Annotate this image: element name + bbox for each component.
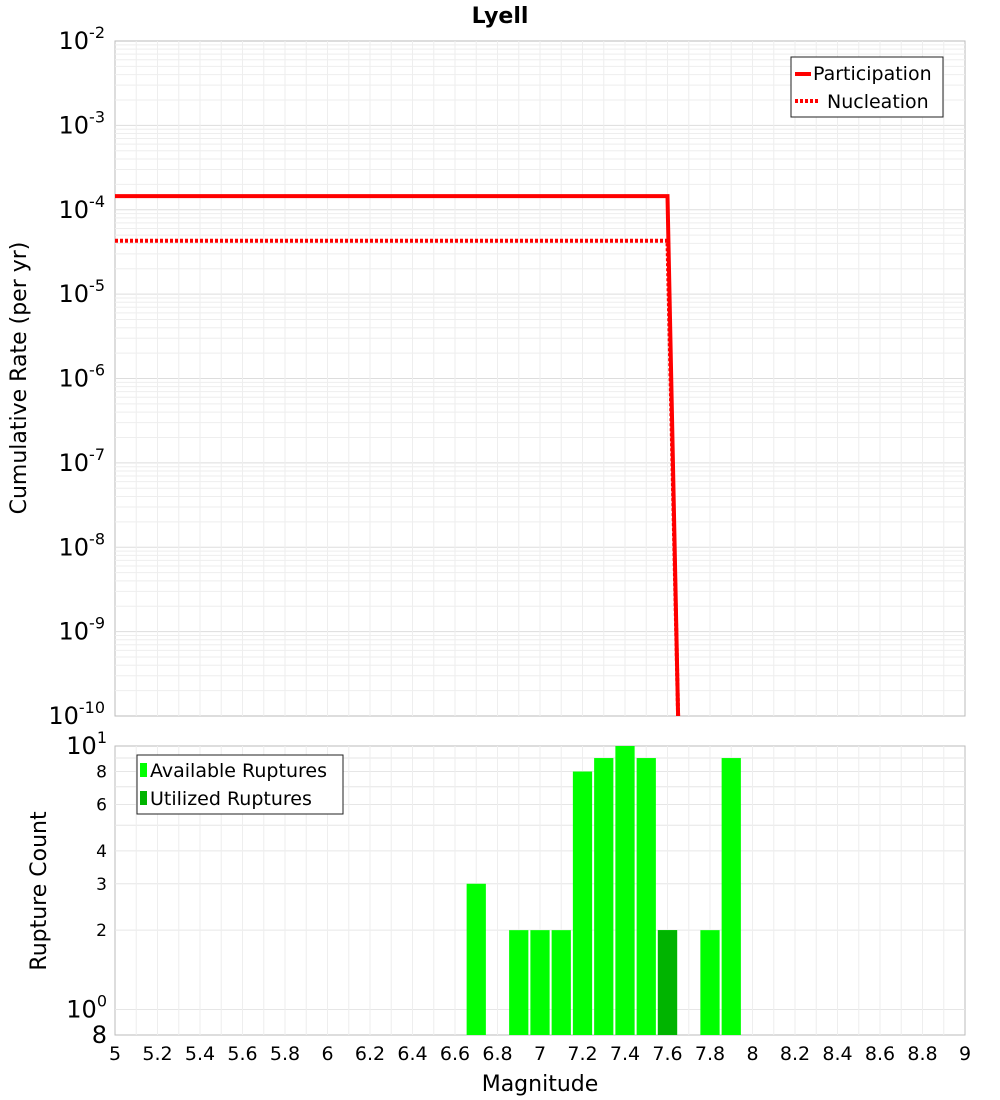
rate-y-tick-label: 10-7 bbox=[59, 445, 106, 477]
count-legend: Available Ruptures Utilized Ruptures bbox=[136, 754, 344, 815]
x-tick-label: 8.6 bbox=[865, 1043, 895, 1065]
available-rupture-bar bbox=[466, 883, 486, 1035]
rate-y-tick-label: 10-4 bbox=[59, 192, 106, 224]
participation-line bbox=[115, 194, 681, 716]
rate-y-tick-label: 10-9 bbox=[59, 614, 106, 646]
rate-y-axis-label: Cumulative Rate (per yr) bbox=[7, 242, 32, 515]
available-rupture-bar bbox=[615, 746, 635, 1035]
x-tick-label: 7.8 bbox=[695, 1043, 725, 1065]
x-tick-label: 8.4 bbox=[822, 1043, 852, 1065]
count-y-tick-label: 8 bbox=[96, 763, 107, 783]
available-legend-label: Available Ruptures bbox=[150, 760, 327, 782]
available-rupture-bar bbox=[572, 771, 593, 1035]
count-bars bbox=[466, 746, 741, 1035]
rate-y-ticks: 10-10 10-9 10-8 10-7 10-6 10-5 10-4 10-3 10-2 bbox=[48, 23, 105, 730]
x-tick-label: 8 bbox=[746, 1043, 758, 1065]
magnitude-x-ticks: 5 5.2 5.4 5.6 5.8 6 6.2 6.4 6.6 6.8 7 7.2 7.4 7.6 7.8 8… bbox=[109, 1043, 971, 1065]
rate-legend-box bbox=[790, 56, 944, 118]
nucleation-legend-label: Nucleation bbox=[827, 91, 929, 113]
rate-plot-grid bbox=[115, 41, 965, 716]
rate-series bbox=[115, 194, 681, 716]
x-tick-label: 7.2 bbox=[567, 1043, 597, 1065]
count-legend-box bbox=[136, 754, 344, 815]
x-tick-label: 6.2 bbox=[355, 1043, 385, 1065]
available-rupture-bar bbox=[509, 930, 529, 1035]
rate-y-tick-label: 10-3 bbox=[59, 107, 106, 139]
utilized-legend-label: Utilized Ruptures bbox=[150, 788, 312, 810]
count-y-tick-label: 3 bbox=[96, 875, 107, 895]
count-y-tick-label: 4 bbox=[96, 842, 107, 862]
utilized-rupture-bar bbox=[657, 930, 678, 1035]
x-axis-label: Magnitude bbox=[482, 1072, 599, 1097]
rate-y-tick-label: 10-5 bbox=[59, 276, 106, 308]
rate-y-tick-label: 10-8 bbox=[59, 529, 106, 561]
x-tick-label: 5.4 bbox=[185, 1043, 215, 1065]
x-tick-label: 7.4 bbox=[610, 1043, 640, 1065]
nucleation-line bbox=[115, 238, 681, 716]
x-tick-label: 5.8 bbox=[270, 1043, 300, 1065]
x-tick-label: 6.6 bbox=[440, 1043, 470, 1065]
available-rupture-bar bbox=[636, 758, 656, 1035]
x-tick-label: 5 bbox=[109, 1043, 121, 1065]
available-rupture-bar bbox=[551, 930, 571, 1035]
utilized-legend-swatch bbox=[140, 791, 147, 805]
available-rupture-bar bbox=[530, 930, 550, 1035]
x-tick-label: 5.2 bbox=[142, 1043, 172, 1065]
count-y-tick-label: 101 bbox=[66, 728, 107, 760]
x-tick-label: 5.6 bbox=[227, 1043, 257, 1065]
count-y-tick-label: 6 bbox=[96, 795, 107, 815]
rate-y-tick-label: 10-6 bbox=[59, 361, 106, 393]
x-tick-label: 9 bbox=[959, 1043, 971, 1065]
count-y-tick-label: 8 bbox=[92, 1021, 107, 1049]
x-tick-label: 8.2 bbox=[780, 1043, 810, 1065]
available-rupture-bar bbox=[721, 758, 741, 1035]
count-y-tick-label: 100 bbox=[66, 991, 107, 1023]
x-tick-label: 6.8 bbox=[482, 1043, 512, 1065]
count-y-tick-label: 2 bbox=[96, 921, 107, 941]
participation-legend-label: Participation bbox=[813, 63, 932, 85]
available-rupture-bar bbox=[594, 758, 614, 1035]
rate-legend: Participation Nucleation bbox=[790, 56, 944, 118]
rate-y-tick-label: 10-10 bbox=[48, 698, 105, 730]
available-rupture-bar bbox=[700, 930, 720, 1035]
x-tick-label: 8.8 bbox=[907, 1043, 937, 1065]
chart-title: Lyell bbox=[472, 4, 529, 29]
available-legend-swatch bbox=[140, 763, 147, 777]
x-tick-label: 7.6 bbox=[652, 1043, 682, 1065]
count-y-axis-label: Rupture Count bbox=[27, 811, 52, 971]
rate-plot: 10-10 10-9 10-8 10-7 10-6 10-5 10-4 10-3 10-2 Cu… bbox=[7, 23, 966, 730]
x-tick-label: 7 bbox=[534, 1043, 546, 1065]
x-tick-label: 6.4 bbox=[397, 1043, 427, 1065]
x-tick-label: 6 bbox=[321, 1043, 333, 1065]
rate-y-tick-label: 10-2 bbox=[59, 23, 106, 55]
